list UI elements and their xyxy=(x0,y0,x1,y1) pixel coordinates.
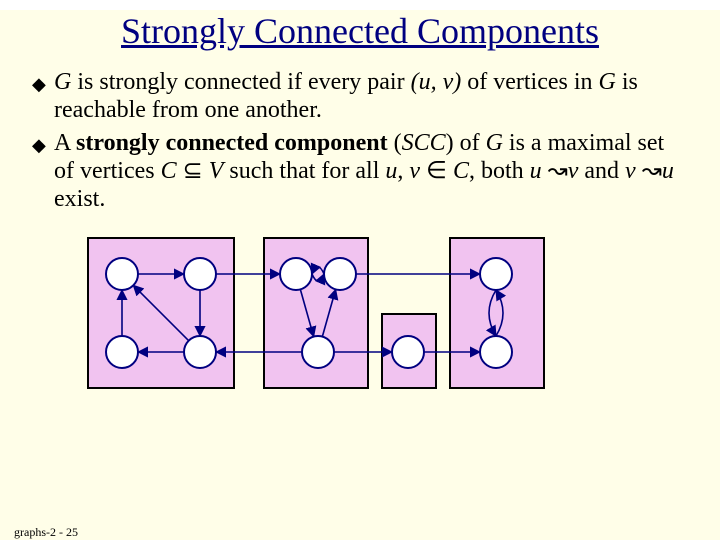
slide: Strongly Connected Components ◆ G is str… xyxy=(0,10,720,540)
sym-path: ↝ xyxy=(636,158,662,184)
node-c1 xyxy=(392,336,424,368)
node-a3 xyxy=(106,336,138,368)
bullet-1: ◆ G is strongly connected if every pair … xyxy=(32,68,690,125)
sym-C: C xyxy=(161,158,177,184)
scc-diagram-wrap xyxy=(32,232,690,402)
node-d2 xyxy=(480,336,512,368)
slide-footer: graphs-2 - 25 xyxy=(14,525,78,540)
node-b1 xyxy=(280,258,312,290)
sym-G: G xyxy=(599,69,616,95)
sym-subset: ⊆ xyxy=(177,158,209,184)
bullet-2: ◆ A strongly connected component (SCC) o… xyxy=(32,129,690,214)
node-d1 xyxy=(480,258,512,290)
sym-u: u xyxy=(385,158,397,184)
node-a4 xyxy=(184,336,216,368)
txt: , both xyxy=(469,158,530,184)
bullet-2-text: A strongly connected component (SCC) of … xyxy=(54,129,690,214)
node-a2 xyxy=(184,258,216,290)
node-a1 xyxy=(106,258,138,290)
node-b3 xyxy=(302,336,334,368)
txt: of vertices in xyxy=(461,69,598,95)
sym-G: G xyxy=(486,130,503,156)
txt: such that for all xyxy=(223,158,385,184)
node-b2 xyxy=(324,258,356,290)
abbr-scc: SCC xyxy=(402,130,446,156)
txt: A xyxy=(54,130,76,156)
scc-diagram xyxy=(82,232,552,402)
txt: , xyxy=(397,158,409,184)
sym-V: V xyxy=(209,158,224,184)
term-scc: strongly connected component xyxy=(76,130,388,156)
slide-body: ◆ G is strongly connected if every pair … xyxy=(0,68,720,402)
txt: exist. xyxy=(54,186,105,212)
sym-v: v xyxy=(568,158,579,184)
sym-u: u xyxy=(530,158,542,184)
sym-v: v xyxy=(625,158,636,184)
slide-title: Strongly Connected Components xyxy=(0,10,720,52)
sym-G: G xyxy=(54,69,71,95)
sym-path: ↝ xyxy=(542,158,568,184)
txt: ) of xyxy=(446,130,486,156)
txt: and xyxy=(578,158,625,184)
sym-v: v xyxy=(409,158,420,184)
sym-C: C xyxy=(453,158,469,184)
bullet-glyph: ◆ xyxy=(32,68,54,98)
txt: is strongly connected if every pair xyxy=(71,69,410,95)
sym-uv: (u, v) xyxy=(411,69,462,95)
sym-elem: ∈ xyxy=(420,158,453,184)
bullet-1-text: G is strongly connected if every pair (u… xyxy=(54,68,690,125)
txt: ( xyxy=(388,130,402,156)
bullet-glyph: ◆ xyxy=(32,129,54,159)
sym-u: u xyxy=(662,158,674,184)
